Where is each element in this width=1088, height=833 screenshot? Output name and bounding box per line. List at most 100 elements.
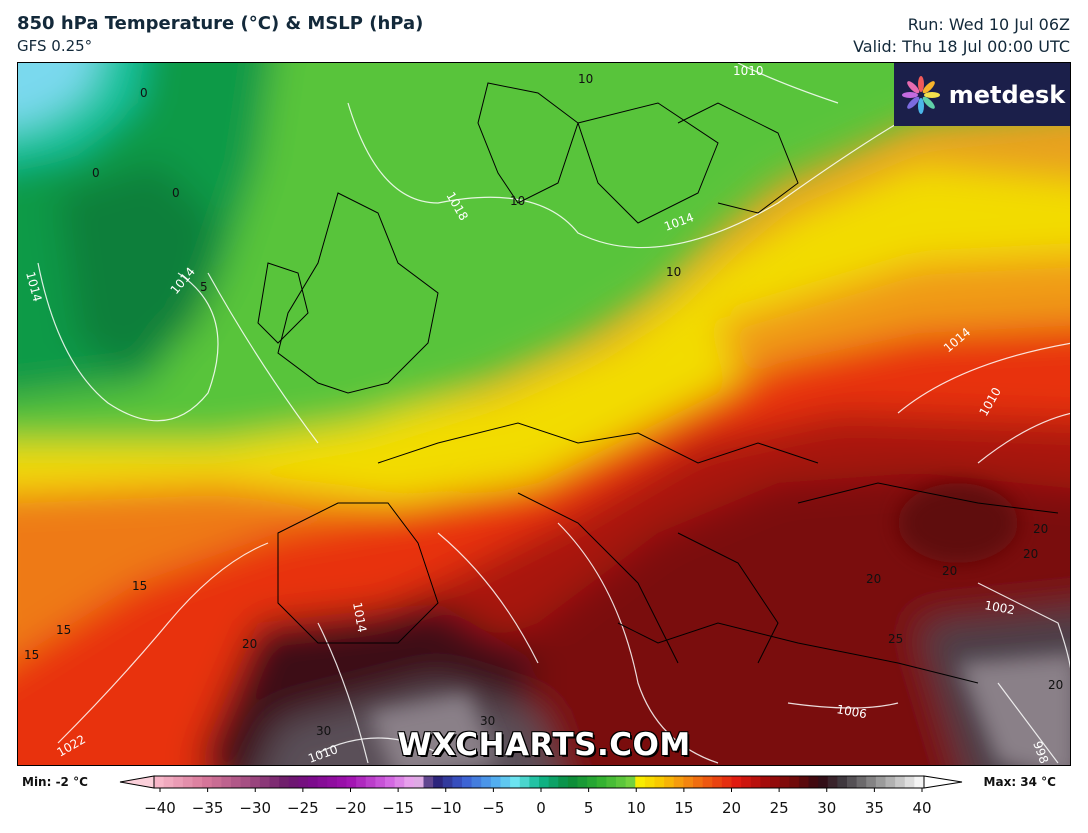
colorbar-cell bbox=[808, 776, 819, 788]
colorbar-cell bbox=[462, 776, 473, 788]
colorbar-tick-label: 35 bbox=[865, 799, 884, 817]
colorbar-cell bbox=[288, 776, 299, 788]
colorbar-ticks: −40 −35 −30 −25 −20 −15 −10 −5 0 5 10 15 20 25 30 35 40 bbox=[144, 788, 932, 817]
colorbar-cell bbox=[702, 776, 713, 788]
colorbar-cell bbox=[616, 776, 627, 788]
colorbar-cell bbox=[336, 776, 347, 788]
colorbar-cell bbox=[779, 776, 790, 788]
colorbar-cell bbox=[587, 776, 598, 788]
colorbar-cell bbox=[856, 776, 867, 788]
colorbar-cell bbox=[404, 776, 415, 788]
colorbar-tick-label: 10 bbox=[627, 799, 646, 817]
temp-label: 0 bbox=[92, 166, 100, 180]
temp-label: 20 bbox=[1023, 547, 1038, 561]
temp-label: 10 bbox=[666, 265, 681, 279]
colorbar-cell bbox=[481, 776, 492, 788]
colorbar-tick-label: −10 bbox=[430, 799, 462, 817]
temp-label: 10 bbox=[578, 72, 593, 86]
colorbar-tick-label: −35 bbox=[192, 799, 224, 817]
colorbar-cell bbox=[837, 776, 848, 788]
weather-map[interactable]: 1010 1018 1014 1014 1014 1014 1010 1014 … bbox=[17, 62, 1071, 766]
colorbar-cell bbox=[644, 776, 655, 788]
temp-label: 20 bbox=[1048, 678, 1063, 692]
temp-label: 15 bbox=[24, 648, 39, 662]
temp-label: 0 bbox=[140, 86, 148, 100]
colorbar-cell bbox=[192, 776, 203, 788]
temperature-field: 1010 1018 1014 1014 1014 1014 1010 1014 … bbox=[18, 63, 1070, 765]
isobar-label: 1006 bbox=[835, 702, 868, 721]
colorbar-cell bbox=[866, 776, 877, 788]
colorbar-cell bbox=[423, 776, 434, 788]
colorbar-cell bbox=[558, 776, 569, 788]
model-label: GFS 0.25° bbox=[17, 37, 93, 55]
colorbar-cell bbox=[269, 776, 280, 788]
colorbar-cell bbox=[298, 776, 309, 788]
colorbar-cell bbox=[240, 776, 251, 788]
colorbar-cell bbox=[818, 776, 829, 788]
colorbar-tick-label: −15 bbox=[382, 799, 414, 817]
colorbar-cell bbox=[365, 776, 376, 788]
colorbar-cell bbox=[693, 776, 704, 788]
flower-logo-icon bbox=[901, 75, 940, 114]
colorbar-cell bbox=[770, 776, 781, 788]
colorbar-max-label: Max: 34 °C bbox=[983, 775, 1056, 789]
colorbar-tick-label: 40 bbox=[912, 799, 931, 817]
colorbar-scale: −40 −35 −30 −25 −20 −15 −10 −5 0 5 10 15 20 25 30 35 40 bbox=[119, 775, 963, 817]
colorbar-cell bbox=[664, 776, 675, 788]
colorbar-tick-label: 25 bbox=[770, 799, 789, 817]
isobar-lines bbox=[37, 63, 1070, 764]
colorbar-cell bbox=[442, 776, 453, 788]
colorbar-cell bbox=[741, 776, 752, 788]
colorbar-tick-label: 20 bbox=[722, 799, 741, 817]
colorbar-cell bbox=[500, 776, 511, 788]
colorbar-cell bbox=[154, 776, 165, 788]
colorbar-cell bbox=[279, 776, 290, 788]
colorbar-cell bbox=[308, 776, 319, 788]
temp-label: 10 bbox=[510, 194, 525, 208]
temp-label: 5 bbox=[200, 280, 208, 294]
colorbar-cell bbox=[798, 776, 809, 788]
coastlines bbox=[257, 82, 1059, 684]
colorbar-cell bbox=[433, 776, 444, 788]
colorbar-cell bbox=[712, 776, 723, 788]
colorbar-cell bbox=[654, 776, 665, 788]
colorbar-cell bbox=[346, 776, 357, 788]
colorbar-cell bbox=[683, 776, 694, 788]
colorbar-cell bbox=[385, 776, 396, 788]
colorbar-cell bbox=[259, 776, 270, 788]
colorbar-tick-label: 30 bbox=[817, 799, 836, 817]
colorbar-cell bbox=[211, 776, 222, 788]
temp-label: 25 bbox=[888, 632, 903, 646]
colorbar-cell bbox=[760, 776, 771, 788]
colorbar-cell bbox=[317, 776, 328, 788]
colorbar: Min: -2 °C Max: 34 °C −40 −35 −30 −25 −20 −15… bbox=[0, 770, 1088, 833]
watermark: WXCHARTS.COM bbox=[397, 727, 691, 763]
temp-label: 15 bbox=[56, 623, 71, 637]
temp-label: 15 bbox=[132, 579, 147, 593]
colorbar-cell bbox=[327, 776, 338, 788]
colorbar-tick-label: −30 bbox=[239, 799, 271, 817]
temp-label: 20 bbox=[242, 637, 257, 651]
temp-label: 20 bbox=[942, 564, 957, 578]
colorbar-cell bbox=[221, 776, 232, 788]
colorbar-cell bbox=[904, 776, 915, 788]
colorbar-tick-label: 5 bbox=[584, 799, 594, 817]
temp-label: 30 bbox=[480, 714, 495, 728]
isobar-label: 1002 bbox=[983, 598, 1016, 617]
colorbar-cell bbox=[914, 776, 925, 788]
colorbar-cell bbox=[827, 776, 838, 788]
colorbar-cell bbox=[596, 776, 607, 788]
colorbar-cell bbox=[625, 776, 636, 788]
temp-label: 0 bbox=[172, 186, 180, 200]
temp-label: 30 bbox=[316, 724, 331, 738]
colorbar-cell bbox=[635, 776, 646, 788]
colorbar-cell bbox=[250, 776, 261, 788]
colorbar-cell bbox=[413, 776, 424, 788]
colorbar-cell bbox=[471, 776, 482, 788]
colorbar-cell bbox=[182, 776, 193, 788]
colorbar-cell bbox=[577, 776, 588, 788]
chart-title: 850 hPa Temperature (°C) & MSLP (hPa) bbox=[17, 13, 424, 34]
colorbar-min-label: Min: -2 °C bbox=[22, 775, 88, 789]
metdesk-logo: metdesk bbox=[894, 63, 1070, 126]
colorbar-cell bbox=[567, 776, 578, 788]
